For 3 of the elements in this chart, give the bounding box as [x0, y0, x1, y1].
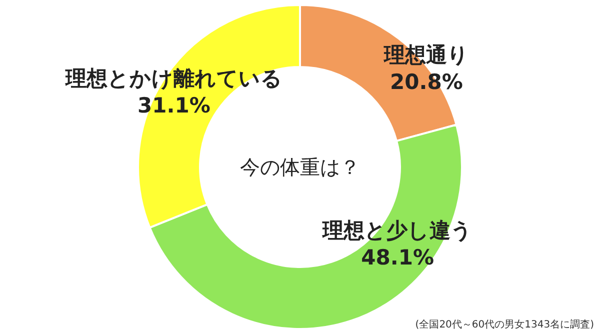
- text: 今の体重は？: [240, 155, 360, 179]
- text: (全国20代～60代の男女1343名に調査): [415, 318, 594, 330]
- data-label: 48.1%: [361, 246, 434, 270]
